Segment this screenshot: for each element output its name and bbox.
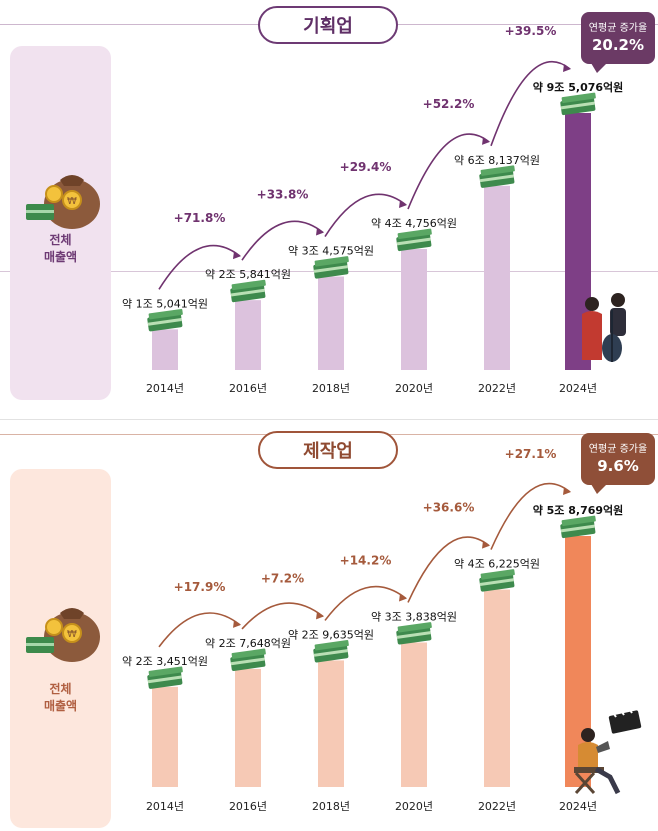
director-icon xyxy=(574,707,642,795)
cash-icon xyxy=(560,92,596,116)
bar xyxy=(401,249,427,370)
bar xyxy=(152,686,178,787)
svg-text:₩: ₩ xyxy=(67,196,77,207)
arrow-head xyxy=(233,251,241,260)
arrow-head xyxy=(563,487,571,495)
bar xyxy=(484,185,510,370)
growth-arrow xyxy=(490,482,571,550)
side-label: 전체 매출액 xyxy=(43,233,78,264)
money-bag-icon: ₩ xyxy=(26,608,100,662)
svg-text:₩: ₩ xyxy=(67,629,77,640)
x-tick-label: 2016년 xyxy=(229,800,267,813)
x-tick-label: 2024년 xyxy=(559,800,597,813)
bar xyxy=(484,589,510,787)
production-panel: 제작업 ₩ 전체 매출액 연평균 증가율 9.6% 약 2조 3,451억원 20… xyxy=(0,415,658,831)
value-label: 약 2조 5,841억원 xyxy=(205,267,291,281)
cash-icon xyxy=(560,515,596,539)
x-tick-label: 2020년 xyxy=(395,382,433,395)
cash-icon xyxy=(230,279,266,303)
value-label: 약 2조 9,635억원 xyxy=(288,627,374,641)
x-tick-label: 2024년 xyxy=(559,382,597,395)
x-tick-label: 2016년 xyxy=(229,382,267,395)
growth-label: +71.8% xyxy=(174,211,226,225)
value-label: 약 4조 6,225억원 xyxy=(454,557,540,571)
planning-panel: 기획업 ₩ 전체 매출액 연평균 증가율 20.2% 약 1조 5,041억원 2… xyxy=(0,0,658,415)
value-label: 약 5조 8,769억원 xyxy=(533,503,624,517)
cash-icon xyxy=(313,256,349,279)
growth-arrow xyxy=(158,612,241,648)
cagr-label: 연평균 증가율 xyxy=(588,23,648,34)
value-label: 약 9조 5,076억원 xyxy=(533,80,624,94)
arrow-head xyxy=(233,619,241,628)
cash-icon xyxy=(479,165,515,188)
cagr-badge: 연평균 증가율 20.2% xyxy=(581,12,655,73)
arrow-head xyxy=(482,136,490,145)
growth-label: +17.9% xyxy=(174,580,226,594)
cagr-label: 연평균 증가율 xyxy=(588,444,648,455)
cagr-badge: 연평균 증가율 9.6% xyxy=(581,433,655,494)
chart-title: 제작업 xyxy=(258,431,398,469)
x-tick-label: 2018년 xyxy=(312,382,350,395)
growth-label: +36.6% xyxy=(423,501,475,515)
chart-title: 기획업 xyxy=(258,6,398,44)
cash-icon xyxy=(230,648,266,671)
cash-icon xyxy=(396,228,432,252)
value-label: 약 3조 3,838억원 xyxy=(371,609,457,623)
x-tick-label: 2014년 xyxy=(146,800,184,813)
x-tick-label: 2022년 xyxy=(478,800,516,813)
growth-arrow xyxy=(241,602,324,630)
side-label: 전체 매출액 xyxy=(43,682,78,713)
top-divider xyxy=(0,419,658,420)
value-label: 약 1조 5,041억원 xyxy=(122,296,208,310)
growth-label: +33.8% xyxy=(257,188,309,202)
growth-label: +7.2% xyxy=(261,571,304,585)
bar xyxy=(235,300,261,370)
growth-label: +39.5% xyxy=(505,24,557,38)
arrow-head xyxy=(399,593,407,602)
performer-icon xyxy=(582,293,626,362)
value-label: 약 3조 4,575억원 xyxy=(288,244,374,258)
arrow-head xyxy=(316,227,324,236)
cash-icon xyxy=(147,308,183,332)
value-label: 약 4조 4,756억원 xyxy=(371,216,457,230)
value-label: 약 2조 7,648억원 xyxy=(205,636,291,650)
cagr-value: 20.2% xyxy=(591,36,645,54)
bar xyxy=(318,660,344,787)
arrow-head xyxy=(563,64,571,72)
arrow-head xyxy=(482,540,490,549)
x-tick-label: 2014년 xyxy=(146,382,184,395)
cash-icon xyxy=(396,622,432,645)
cagr-value: 9.6% xyxy=(597,457,639,475)
arrow-head xyxy=(399,200,407,209)
bar-chart: 약 2조 3,451억원 2014년 약 2조 7,648억원 2016년 약 2조 9… xyxy=(122,447,624,813)
growth-label: +52.2% xyxy=(423,97,475,111)
growth-arrow xyxy=(407,133,490,210)
bar-chart: 약 1조 5,041억원 2014년 약 2조 5,841억원 2016년 약 3조 4… xyxy=(122,24,624,395)
bar xyxy=(235,668,261,787)
money-bag-icon: ₩ xyxy=(26,175,100,229)
x-tick-label: 2022년 xyxy=(478,382,516,395)
sidebar: ₩ 전체 매출액 xyxy=(10,46,111,400)
bar xyxy=(152,329,178,370)
value-label: 약 6조 8,137억원 xyxy=(454,153,540,167)
cash-icon xyxy=(479,569,515,592)
growth-label: +27.1% xyxy=(505,447,557,461)
bar xyxy=(318,276,344,370)
sidebar: ₩ 전체 매출액 xyxy=(10,469,111,828)
growth-arrow xyxy=(324,193,407,237)
x-tick-label: 2020년 xyxy=(395,800,433,813)
x-tick-label: 2018년 xyxy=(312,800,350,813)
growth-arrow xyxy=(407,536,490,603)
arrow-head xyxy=(316,611,324,620)
cash-icon xyxy=(313,640,349,663)
cash-icon xyxy=(147,666,183,689)
growth-label: +14.2% xyxy=(340,553,392,567)
value-label: 약 2조 3,451억원 xyxy=(122,654,208,668)
growth-label: +29.4% xyxy=(340,160,392,174)
growth-arrow xyxy=(324,585,407,621)
bar xyxy=(401,642,427,787)
growth-arrow xyxy=(241,220,324,261)
growth-arrow xyxy=(490,60,571,147)
growth-arrow xyxy=(158,244,241,290)
